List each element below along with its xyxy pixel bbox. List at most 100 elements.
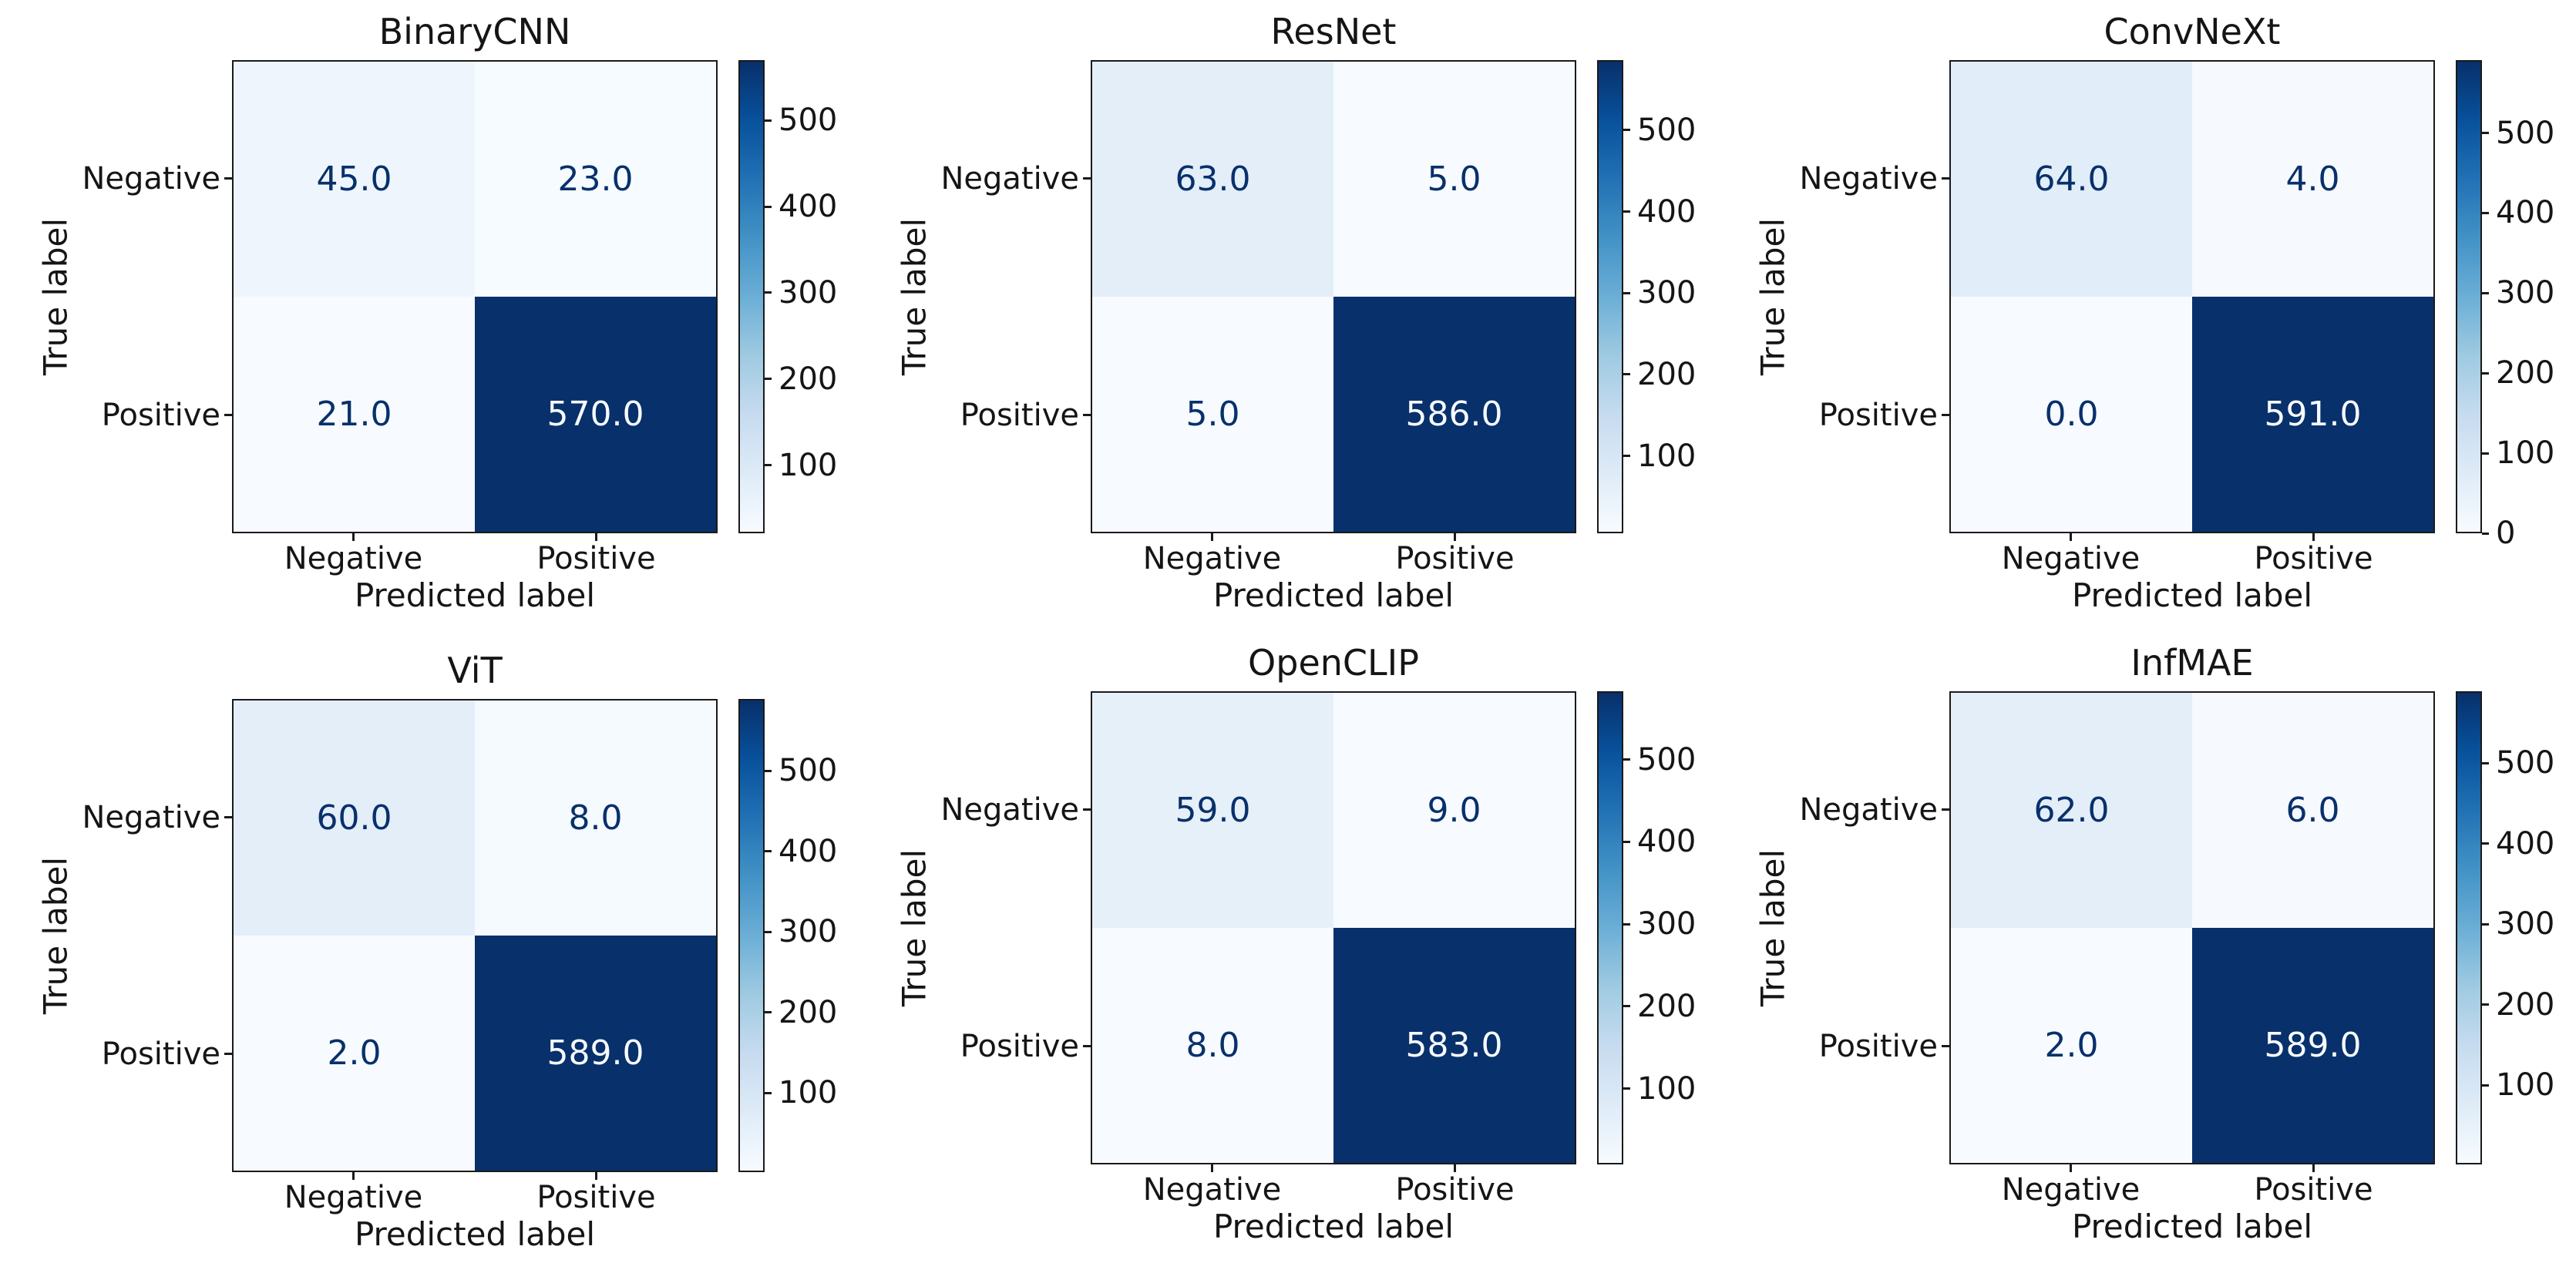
x-axis-label: Predicted label [354,1215,596,1253]
x-tick-mark [352,1172,355,1180]
colorbar-tick-label: 200 [2496,355,2555,391]
subplot-title: InfMAE [2130,642,2254,684]
subplot-title: ConvNeXt [2104,11,2281,52]
y-tick-label-positive: Positive [101,397,220,433]
x-axis-label: Predicted label [2071,1208,2313,1245]
colorbar-tick [2482,532,2489,535]
subplot-resnet: ResNet 63.0 5.0 5.0 586.0 Negative Positive Neg… [859,0,1717,631]
x-tick-mark [1211,1164,1213,1172]
colorbar-tick-label: 500 [779,753,838,789]
y-tick-mark [1083,808,1091,811]
cell-value: 5.0 [1185,395,1240,434]
colorbar-tick [1623,129,1630,132]
x-axis-label: Predicted label [2071,576,2313,614]
y-tick-label-positive: Positive [101,1036,220,1072]
heatmap-matrix: 60.0 8.0 2.0 589.0 [232,699,718,1172]
heatmap-matrix: 45.0 23.0 21.0 570.0 [232,60,718,533]
cell-value: 583.0 [1405,1026,1503,1065]
y-tick-mark [1942,1045,1949,1047]
colorbar-tick-label: 300 [779,274,838,311]
matrix-cell-r1c1: 589.0 [2192,928,2433,1163]
matrix-cell-r1c1: 589.0 [475,936,716,1171]
colorbar-tick [1623,373,1630,376]
cell-value: 45.0 [316,160,392,199]
colorbar-tick-label: 100 [2496,1067,2555,1104]
colorbar-tick-label: 300 [1637,275,1697,311]
y-tick-mark [224,1053,232,1055]
matrix-cell-r1c0: 2.0 [1951,928,2192,1163]
x-tick-label-positive: Positive [536,1180,656,1215]
matrix-cell-r1c1: 586.0 [1333,297,1575,532]
colorbar-tick-label: 400 [779,189,838,225]
x-tick-label-negative: Negative [284,541,423,576]
matrix-cell-r0c1: 23.0 [475,62,716,297]
x-tick-label-positive: Positive [1395,541,1515,576]
y-tick-label-negative: Negative [82,160,220,197]
colorbar-tick-label: 400 [2496,195,2555,231]
matrix-cell-r0c0: 63.0 [1092,62,1333,297]
matrix-cell-r0c1: 9.0 [1333,693,1575,928]
cell-value: 5.0 [1427,160,1481,199]
subplot-title: OpenCLIP [1248,642,1419,684]
x-tick-mark [2070,1164,2072,1172]
y-tick-label-negative: Negative [1799,160,1938,197]
colorbar-tick [1623,1005,1630,1008]
colorbar-tick [2482,291,2489,294]
colorbar [1597,691,1623,1164]
colorbar-tick-label: 400 [1637,193,1697,230]
colorbar-tick-label: 0 [2496,516,2516,551]
y-tick-label-negative: Negative [940,791,1079,828]
colorbar-tick [2482,1084,2489,1087]
colorbar-tick-label: 500 [779,102,838,139]
colorbar-tick [765,1091,772,1094]
colorbar-tick [765,850,772,853]
matrix-cell-r1c0: 8.0 [1092,928,1333,1163]
colorbar-tick-label: 300 [779,914,838,950]
matrix-cell-r1c1: 570.0 [475,297,716,532]
y-axis-label: True label [36,217,75,376]
y-axis-label: True label [895,217,933,376]
y-axis-label: True label [1754,848,1792,1007]
colorbar-tick [2482,452,2489,455]
x-tick-mark [1211,533,1213,541]
cell-value: 6.0 [2285,791,2340,830]
subplot-binarycnn: BinaryCNN 45.0 23.0 21.0 570.0 Negative Positi… [0,0,859,631]
colorbar-tick [765,930,772,933]
colorbar-tick [2482,132,2489,135]
y-tick-mark [1942,177,1949,180]
colorbar-tick [1623,455,1630,458]
x-tick-mark [2070,533,2072,541]
cell-value: 23.0 [557,160,634,199]
cell-value: 591.0 [2264,395,2362,434]
cell-value: 570.0 [546,395,644,434]
colorbar-tick-label: 400 [1637,824,1697,860]
subplot-vit: ViT 60.0 8.0 2.0 589.0 Negative Positive Negati… [0,639,859,1270]
matrix-cell-r1c0: 21.0 [234,297,475,532]
subplot-convnext: ConvNeXt 64.0 4.0 0.0 591.0 Negative Positive N… [1717,0,2576,631]
colorbar [738,699,765,1172]
matrix-cell-r0c0: 62.0 [1951,693,2192,928]
matrix-cell-r1c0: 5.0 [1092,297,1333,532]
y-tick-mark [224,816,232,818]
x-axis-label: Predicted label [354,576,596,614]
y-tick-mark [1942,414,1949,416]
colorbar [2456,60,2482,533]
colorbar [1597,60,1623,533]
colorbar-tick-label: 300 [1637,906,1697,942]
matrix-cell-r0c1: 6.0 [2192,693,2433,928]
x-tick-mark [1454,533,1456,541]
colorbar-tick-label: 300 [2496,275,2555,311]
y-tick-mark [1083,414,1091,416]
colorbar-tick [1623,1087,1630,1090]
colorbar [2456,691,2482,1164]
x-tick-mark [1454,1164,1456,1172]
x-tick-label-positive: Positive [2254,541,2373,576]
cell-value: 2.0 [327,1033,382,1073]
x-tick-label-negative: Negative [1142,541,1282,576]
colorbar-tick-label: 200 [779,994,838,1030]
heatmap-matrix: 63.0 5.0 5.0 586.0 [1091,60,1576,533]
matrix-cell-r0c1: 4.0 [2192,62,2433,297]
y-axis-label: True label [895,848,933,1007]
colorbar [738,60,765,533]
x-tick-label-positive: Positive [1395,1172,1515,1208]
